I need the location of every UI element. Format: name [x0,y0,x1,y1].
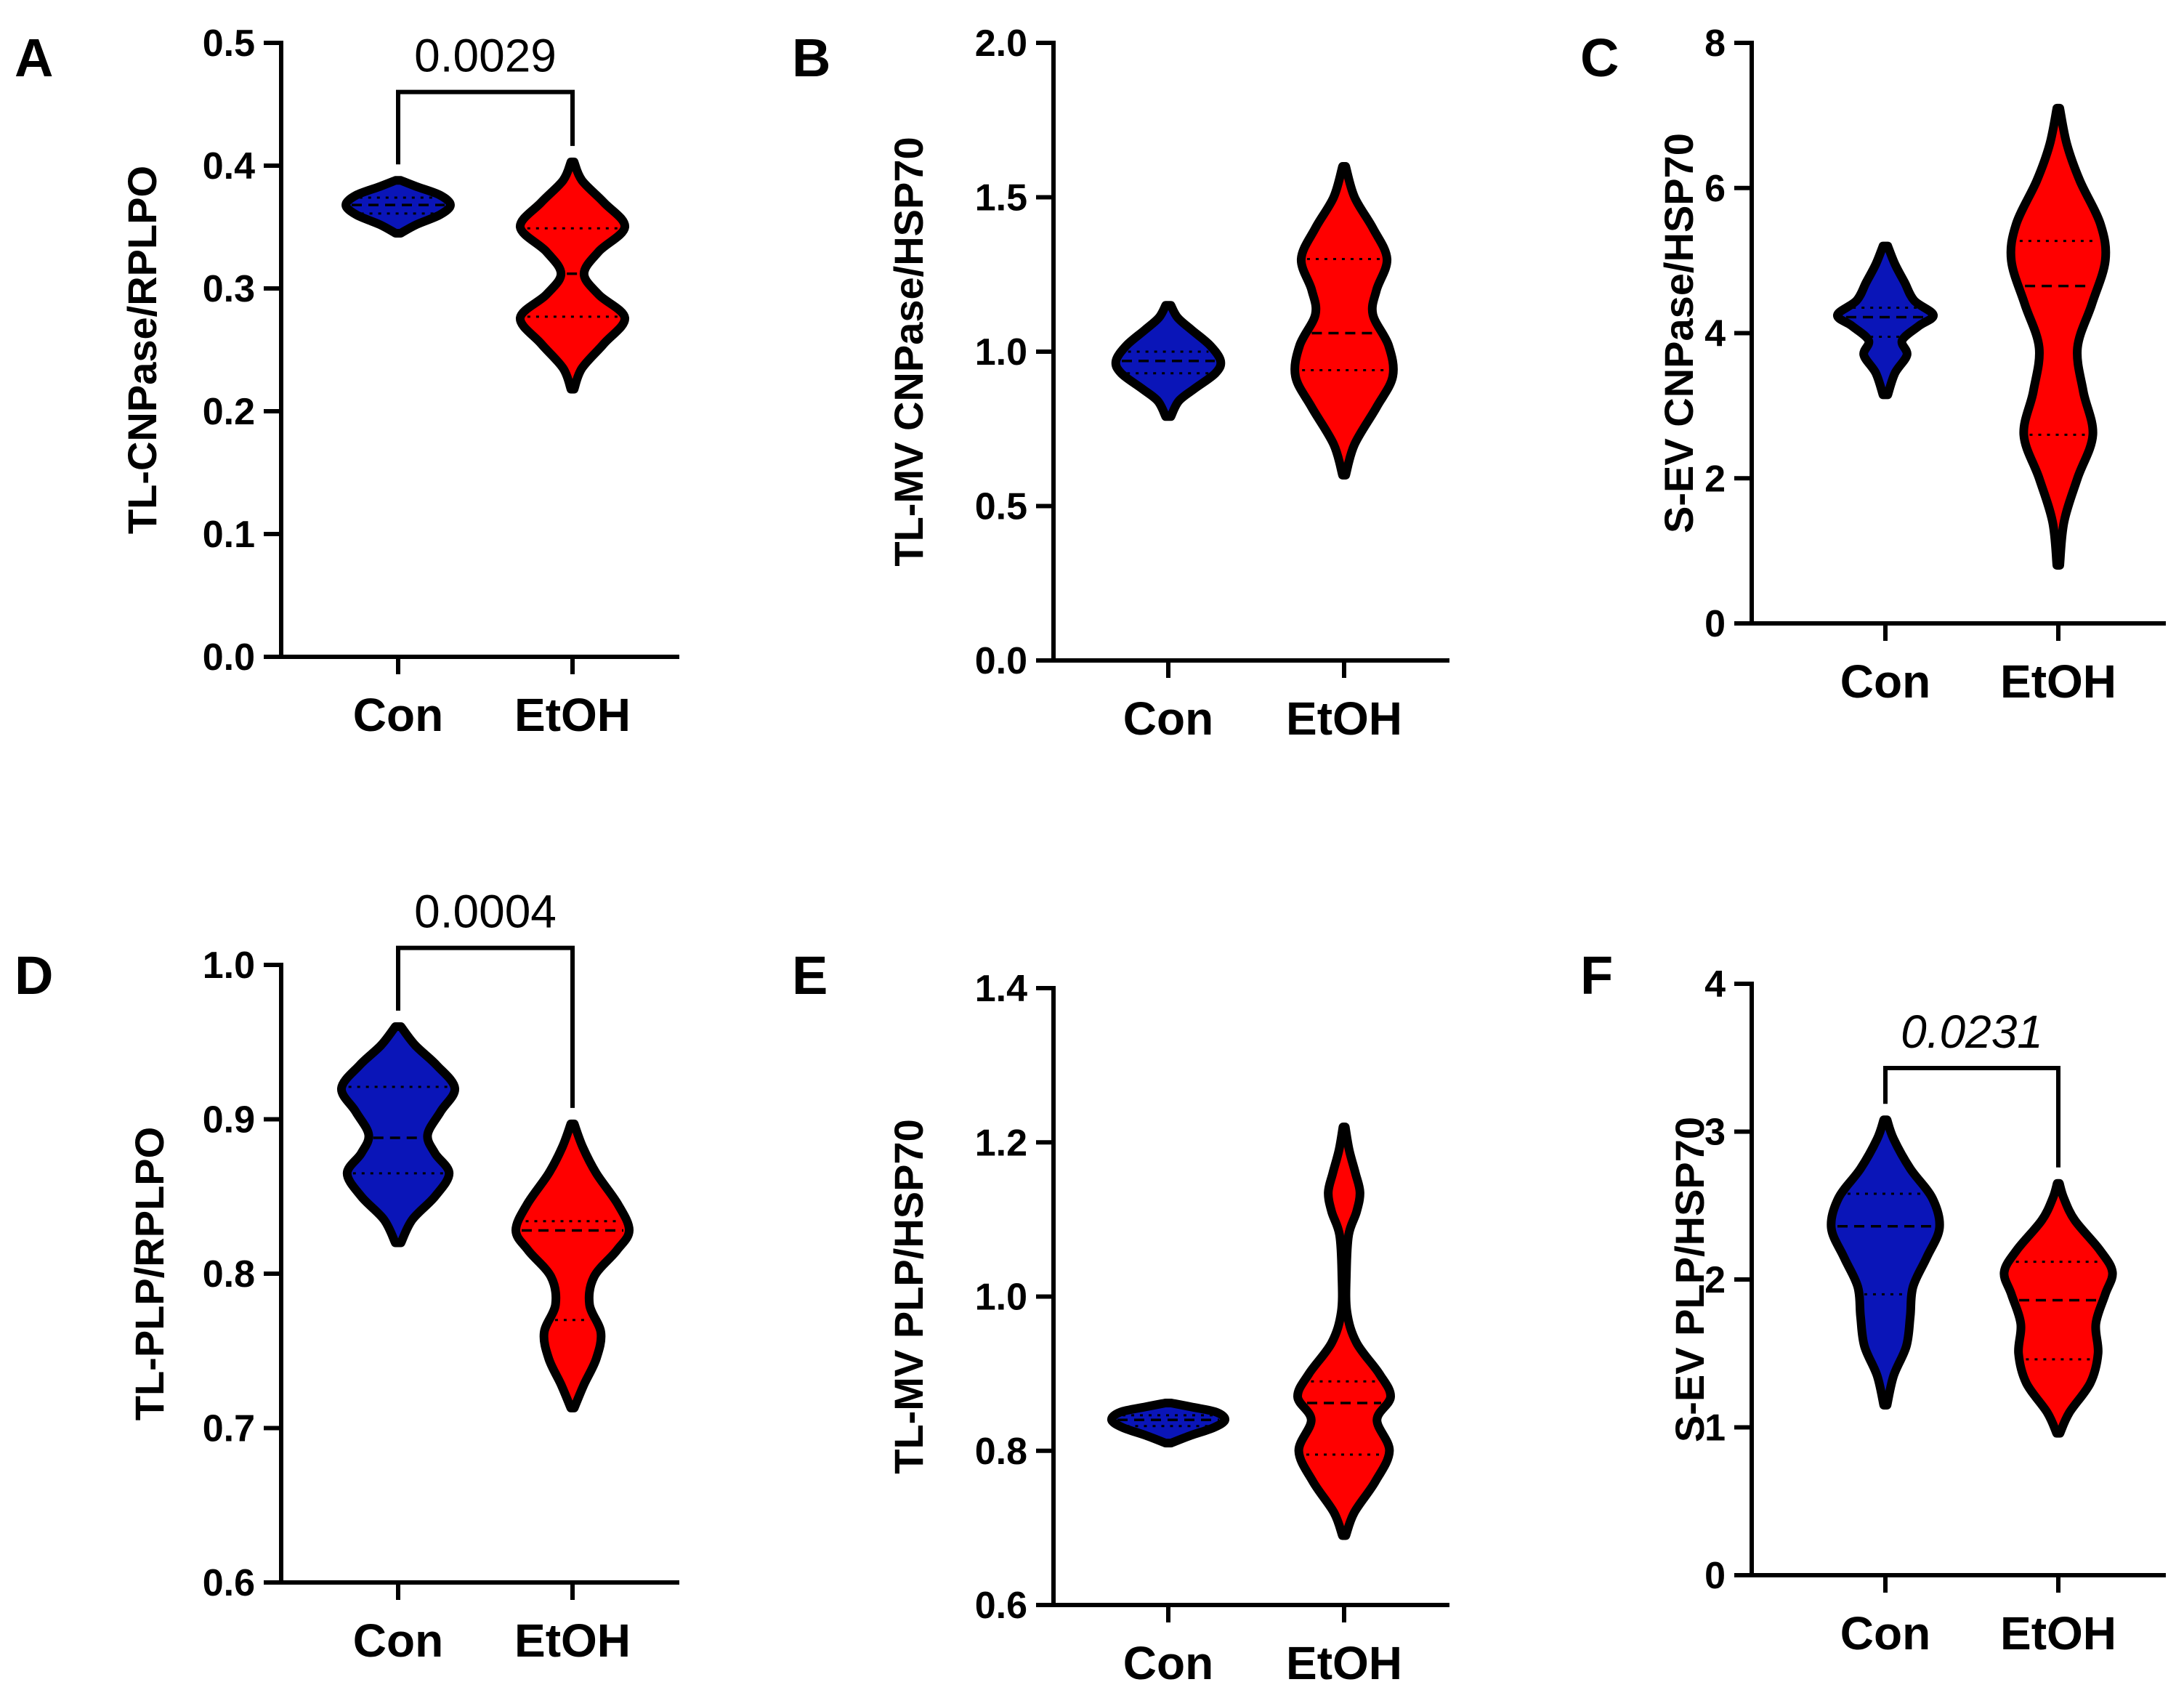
y-tick-label: 1.4 [975,968,1027,1010]
x-tick-label-con: Con [353,689,443,741]
violin-con [341,176,455,238]
violin-etoh [516,157,629,394]
y-tick-label: 2.0 [975,23,1027,65]
y-tick-label: 0.9 [203,1099,255,1141]
x-tick-label-con: Con [1840,1607,1930,1659]
y-axis-label: S-EV CNPase/HSP70 [1656,133,1702,533]
y-tick-label: 0.8 [203,1253,255,1295]
significance-bracket [396,945,575,1108]
p-value-label: 0.0004 [414,886,557,938]
violin-etoh [1293,1123,1395,1540]
y-tick-label: 0.6 [975,1585,1027,1627]
y-axis-label: TL-MV PLP/HSP70 [886,1119,931,1474]
violin-etoh [511,1119,634,1412]
y-tick-label: 4 [1704,313,1726,355]
panel-letter: A [15,28,53,88]
y-axis-label: TL-PLP/RPLPO [126,1127,172,1420]
y-axis-label: S-EV PLP/HSP70 [1667,1117,1712,1442]
y-tick-label: 1.0 [975,331,1027,373]
x-tick-label-etoh: EtOH [1286,692,1402,745]
y-tick-label: 1.5 [975,177,1027,219]
violin-con [1111,301,1226,421]
y-tick-label: 1 [1704,1407,1726,1450]
violin-con [1827,1115,1944,1410]
y-tick-label: 2 [1704,1259,1726,1301]
significance-bracket [396,89,575,165]
y-tick-label: 1.0 [203,945,255,987]
y-tick-label: 0.1 [203,514,255,556]
x-tick-label-etoh: EtOH [2000,655,2116,708]
y-axis-label: TL-MV CNPase/HSP70 [886,137,931,566]
panel-letter: C [1580,28,1619,88]
chart-panel-d: D TL-PLP/RPLPO 0.6 0.7 0.8 0.9 1.0 Con EtOH 0.000… [15,886,679,1667]
y-tick-label: 6 [1704,168,1726,210]
x-tick-label-con: Con [1123,692,1213,745]
p-value-label: 0.0029 [414,30,557,82]
violin-con [1107,1398,1230,1448]
chart-panel-f: F S-EV PLP/HSP70 0 1 2 3 4 Con EtOH 0.0231 [1580,945,2166,1659]
p-value-label: 0.0231 [1901,1006,2043,1058]
x-tick-label-etoh: EtOH [2000,1607,2116,1659]
y-tick-label: 0.7 [203,1408,255,1450]
y-tick-label: 0.3 [203,268,255,310]
x-tick-label-etoh: EtOH [514,689,631,741]
y-tick-label: 2 [1704,458,1726,500]
violin-con [337,1022,459,1248]
significance-bracket [1883,1065,2060,1168]
panel-letter: B [792,28,830,88]
y-tick-label: 0.2 [203,391,255,433]
chart-panel-c: C S-EV CNPase/HSP70 0 2 4 6 8 Con EtOH [1580,23,2166,708]
violin-con [1833,241,1938,400]
y-tick-label: 0.5 [203,23,255,65]
y-tick-label: 1.0 [975,1277,1027,1319]
x-tick-label-con: Con [1123,1637,1213,1689]
y-tick-label: 3 [1704,1112,1726,1154]
panel-letter: F [1580,945,1613,1006]
panel-letter: E [792,945,828,1006]
violin-etoh [1999,1179,2117,1438]
panel-letter: D [15,945,53,1006]
violin-etoh [1290,162,1398,480]
x-tick-label-con: Con [1840,655,1930,708]
y-tick-label: 0.5 [975,486,1027,528]
y-tick-label: 8 [1704,23,1726,65]
x-tick-label-etoh: EtOH [1286,1637,1402,1689]
y-tick-label: 0.6 [203,1562,255,1604]
y-tick-label: 1.2 [975,1122,1027,1164]
violin-etoh [2006,103,2111,570]
y-tick-label: 4 [1704,963,1726,1006]
chart-panel-b: B TL-MV CNPase/HSP70 0.0 0.5 1.0 1.5 2.0 Con EtO… [792,23,1449,745]
y-tick-label: 0.8 [975,1431,1027,1473]
y-tick-label: 0 [1704,1555,1726,1597]
chart-panel-a: A TL-CNPase/RPLPO 0.0 0.1 0.2 0.3 0.4 0.5 Con EtO… [15,23,679,741]
y-tick-label: 0.0 [203,636,255,679]
y-tick-label: 0.4 [203,145,255,187]
y-axis-label: TL-CNPase/RPLPO [119,166,165,534]
y-tick-label: 0 [1704,603,1726,645]
chart-panel-e: E TL-MV PLP/HSP70 0.6 0.8 1.0 1.2 1.4 Con EtOH [792,945,1449,1689]
x-tick-label-con: Con [353,1614,443,1667]
x-tick-label-etoh: EtOH [514,1614,631,1667]
y-tick-label: 0.0 [975,640,1027,682]
